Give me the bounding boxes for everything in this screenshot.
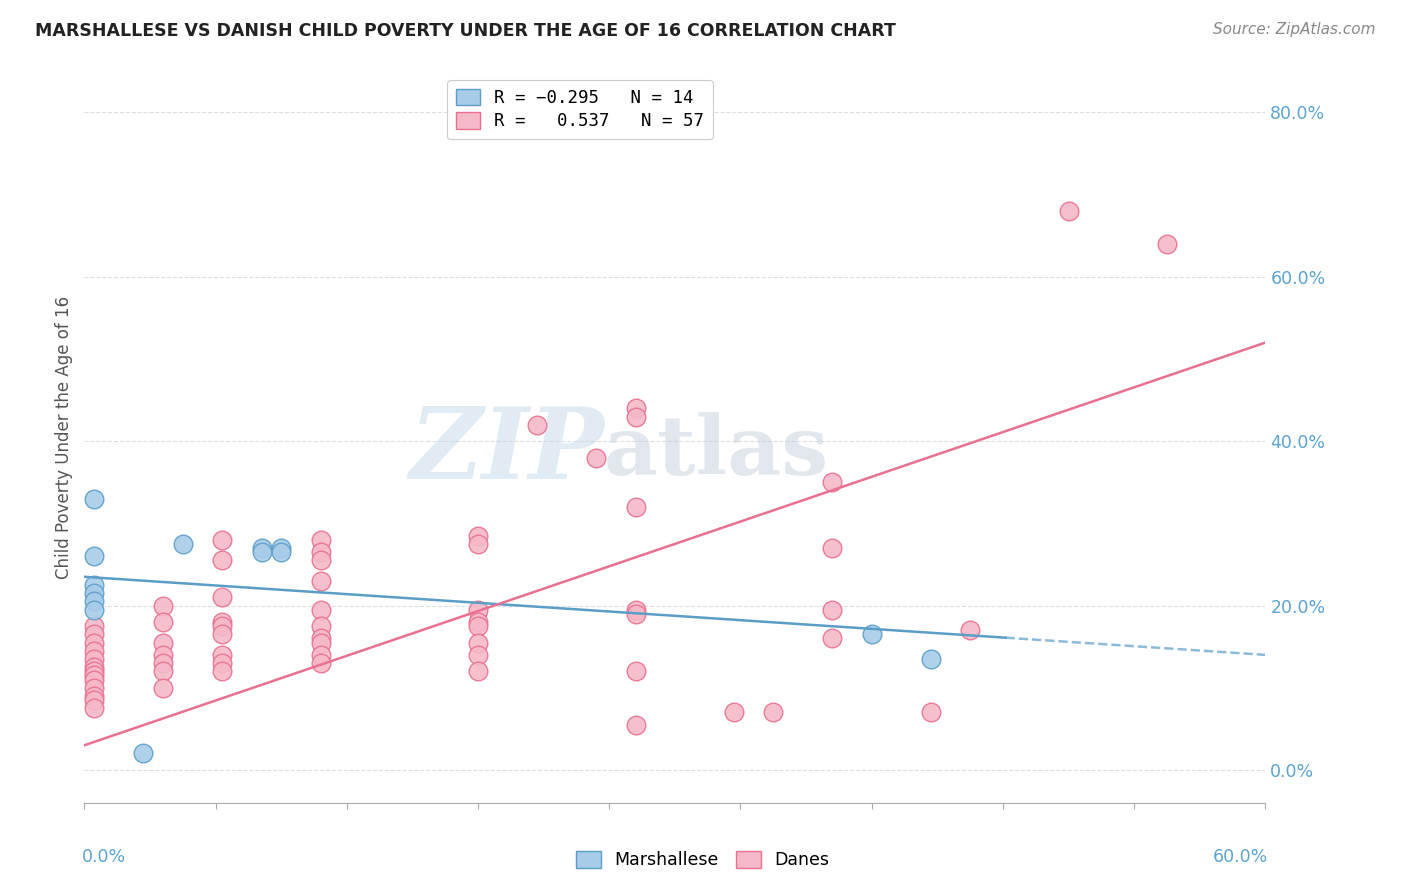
Point [152, 599, 174, 613]
Point [309, 656, 332, 670]
Point [270, 541, 292, 555]
Point [624, 500, 647, 514]
Point [83, 644, 105, 658]
Point [624, 607, 647, 621]
Point [821, 602, 844, 616]
Point [83, 681, 105, 695]
Point [152, 648, 174, 662]
Point [467, 615, 489, 629]
Point [132, 747, 155, 761]
Point [250, 541, 273, 555]
Point [152, 665, 174, 679]
Point [920, 706, 942, 720]
Point [211, 648, 233, 662]
Point [250, 545, 273, 559]
Point [211, 619, 233, 633]
Point [467, 648, 489, 662]
Point [309, 635, 332, 649]
Point [860, 627, 883, 641]
Text: ZIP: ZIP [409, 403, 605, 500]
Point [83, 668, 105, 682]
Point [309, 619, 332, 633]
Point [83, 594, 105, 608]
Point [624, 401, 647, 416]
Point [83, 652, 105, 666]
Point [211, 627, 233, 641]
Point [309, 632, 332, 646]
Point [270, 545, 292, 559]
Point [83, 491, 105, 506]
Legend: Marshallese, Danes: Marshallese, Danes [569, 844, 837, 876]
Point [959, 624, 981, 638]
Point [309, 545, 332, 559]
Point [83, 549, 105, 564]
Point [309, 602, 332, 616]
Point [467, 665, 489, 679]
Point [467, 537, 489, 551]
Point [83, 673, 105, 687]
Point [172, 537, 194, 551]
Point [211, 533, 233, 547]
Text: 0.0%: 0.0% [82, 848, 127, 866]
Point [83, 693, 105, 707]
Text: Source: ZipAtlas.com: Source: ZipAtlas.com [1212, 22, 1375, 37]
Point [723, 706, 745, 720]
Point [83, 602, 105, 616]
Point [309, 533, 332, 547]
Point [211, 656, 233, 670]
Point [83, 586, 105, 600]
Point [83, 660, 105, 674]
Point [1057, 204, 1080, 219]
Text: atlas: atlas [605, 412, 830, 491]
Point [467, 635, 489, 649]
Point [585, 450, 607, 465]
Text: 60.0%: 60.0% [1212, 848, 1268, 866]
Text: MARSHALLESE VS DANISH CHILD POVERTY UNDER THE AGE OF 16 CORRELATION CHART: MARSHALLESE VS DANISH CHILD POVERTY UNDE… [35, 22, 896, 40]
Legend: R = −0.295   N = 14, R =   0.537   N = 57: R = −0.295 N = 14, R = 0.537 N = 57 [447, 80, 713, 139]
Point [624, 409, 647, 424]
Point [83, 689, 105, 703]
Point [467, 529, 489, 543]
Point [920, 652, 942, 666]
Point [152, 615, 174, 629]
Point [152, 681, 174, 695]
Point [309, 553, 332, 567]
Point [83, 635, 105, 649]
Point [821, 475, 844, 490]
Point [526, 417, 548, 432]
Point [309, 574, 332, 588]
Point [467, 602, 489, 616]
Point [152, 656, 174, 670]
Point [821, 541, 844, 555]
Point [83, 665, 105, 679]
Point [624, 602, 647, 616]
Point [211, 615, 233, 629]
Point [83, 627, 105, 641]
Point [211, 665, 233, 679]
Point [467, 619, 489, 633]
Point [83, 619, 105, 633]
Point [821, 632, 844, 646]
Point [83, 578, 105, 592]
Point [1156, 236, 1178, 251]
Point [83, 701, 105, 715]
Point [211, 591, 233, 605]
Point [762, 706, 785, 720]
Point [624, 665, 647, 679]
Point [152, 635, 174, 649]
Point [211, 553, 233, 567]
Point [309, 648, 332, 662]
Point [624, 717, 647, 731]
Y-axis label: Child Poverty Under the Age of 16: Child Poverty Under the Age of 16 [55, 295, 73, 579]
